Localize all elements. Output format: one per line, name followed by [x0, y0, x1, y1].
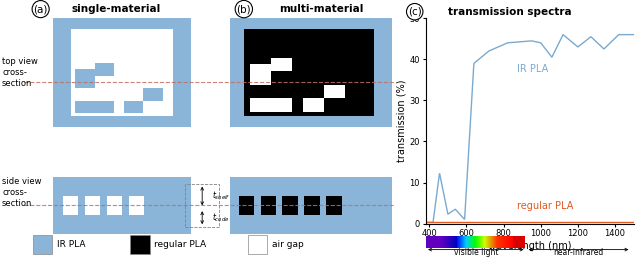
Text: multi-material: multi-material	[279, 4, 364, 14]
Bar	[282, 196, 298, 215]
Bar	[129, 196, 144, 215]
Text: top view
cross-
section: top view cross- section	[2, 57, 38, 88]
Bar	[75, 101, 114, 113]
Text: (c): (c)	[408, 7, 422, 17]
X-axis label: wavelength (nm): wavelength (nm)	[488, 241, 572, 251]
Bar	[75, 69, 95, 88]
Text: transmission spectra: transmission spectra	[448, 7, 572, 17]
Bar	[130, 235, 150, 254]
Bar	[185, 184, 220, 227]
Bar	[271, 71, 292, 85]
Bar	[71, 29, 173, 116]
Bar	[292, 85, 314, 92]
Bar	[250, 98, 292, 112]
Text: near-infrared: near-infrared	[554, 248, 604, 257]
Text: air gap: air gap	[272, 240, 304, 249]
Bar	[239, 196, 254, 215]
Bar	[271, 58, 292, 71]
Bar	[85, 196, 100, 215]
Text: (b): (b)	[237, 4, 251, 14]
Bar	[260, 196, 276, 215]
Bar	[303, 98, 324, 112]
Bar	[53, 18, 191, 127]
Bar	[95, 63, 114, 76]
Bar	[63, 196, 79, 215]
Text: single-material: single-material	[71, 4, 161, 14]
Text: visible light: visible light	[454, 248, 498, 257]
Text: side view
cross-
section: side view cross- section	[2, 177, 42, 208]
Bar	[53, 177, 191, 234]
Bar	[124, 101, 143, 113]
Text: regular PLA: regular PLA	[516, 201, 573, 211]
Bar	[107, 196, 122, 215]
Bar	[143, 88, 163, 101]
Bar	[326, 196, 342, 215]
Bar	[250, 64, 271, 85]
Text: $t_{code}$: $t_{code}$	[212, 211, 230, 224]
Y-axis label: transmission (%): transmission (%)	[397, 80, 406, 162]
Text: (a): (a)	[33, 4, 48, 14]
Text: regular PLA: regular PLA	[154, 240, 207, 249]
Bar	[230, 18, 392, 127]
Bar	[324, 85, 345, 98]
Bar	[305, 196, 320, 215]
Text: $t_{shelf}$: $t_{shelf}$	[212, 190, 231, 202]
Bar	[33, 235, 52, 254]
Text: IR PLA: IR PLA	[516, 64, 548, 74]
Bar	[244, 29, 374, 116]
Bar	[230, 177, 392, 234]
Bar	[248, 235, 268, 254]
Text: IR PLA: IR PLA	[57, 240, 85, 249]
